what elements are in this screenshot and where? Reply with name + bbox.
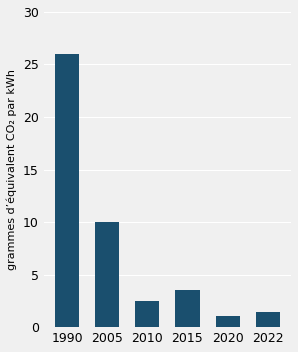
Bar <box>55 54 79 327</box>
Bar <box>135 301 159 327</box>
Bar <box>176 290 200 327</box>
Bar <box>215 316 240 327</box>
Bar <box>256 313 280 327</box>
Y-axis label: grammes d’équivalent CO₂ par kWh: grammes d’équivalent CO₂ par kWh <box>7 69 18 270</box>
Bar <box>95 222 119 327</box>
